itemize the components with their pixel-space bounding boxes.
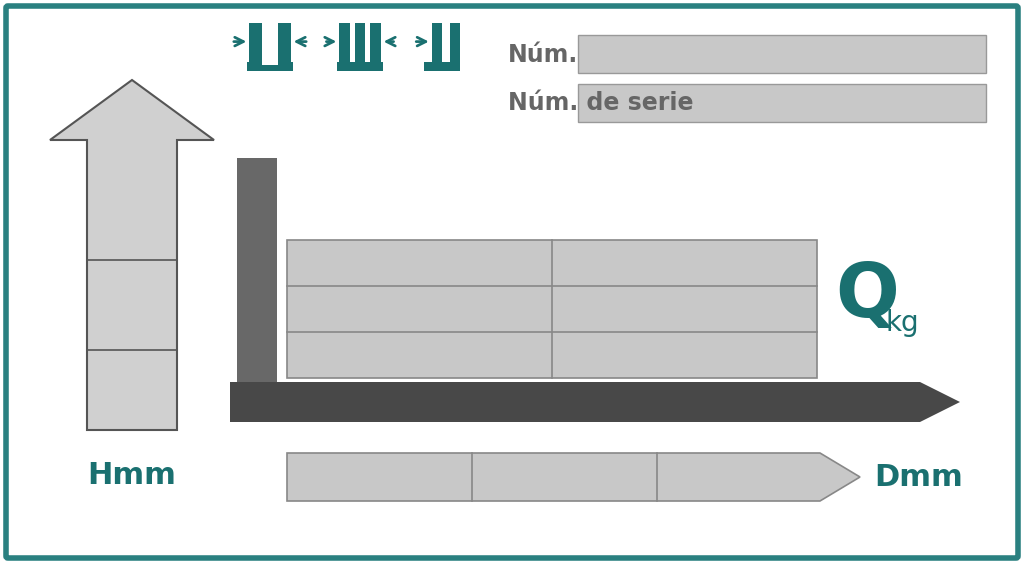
Bar bbox=[287, 240, 817, 378]
Text: kg: kg bbox=[885, 309, 919, 337]
Text: Núm. de serie: Núm. de serie bbox=[508, 91, 693, 115]
Bar bbox=[450, 23, 460, 65]
Bar bbox=[339, 23, 349, 65]
Bar bbox=[354, 23, 366, 65]
Polygon shape bbox=[287, 453, 860, 501]
Bar bbox=[278, 23, 291, 65]
FancyBboxPatch shape bbox=[6, 6, 1018, 558]
Bar bbox=[578, 84, 986, 122]
Polygon shape bbox=[50, 80, 214, 430]
Bar bbox=[249, 23, 262, 65]
Text: Hmm: Hmm bbox=[88, 460, 176, 490]
Polygon shape bbox=[230, 382, 961, 422]
Bar bbox=[237, 158, 278, 388]
Text: Dmm: Dmm bbox=[874, 462, 963, 491]
Bar bbox=[247, 63, 294, 72]
Bar bbox=[431, 23, 442, 65]
Bar bbox=[371, 23, 381, 65]
Text: Q: Q bbox=[835, 261, 899, 333]
Bar bbox=[424, 63, 460, 72]
Text: Núm.: Núm. bbox=[508, 43, 579, 67]
Bar bbox=[578, 35, 986, 73]
Bar bbox=[337, 63, 383, 72]
Bar bbox=[262, 31, 278, 65]
